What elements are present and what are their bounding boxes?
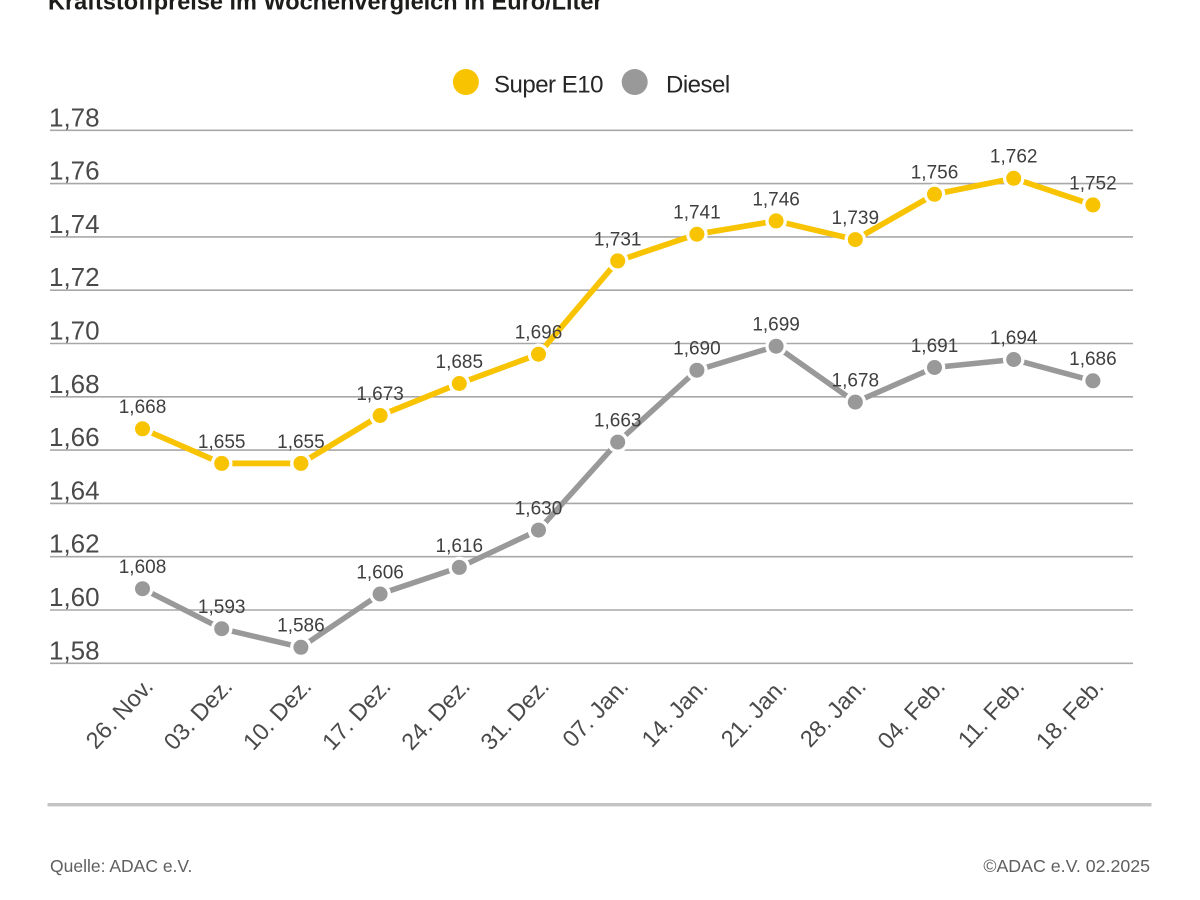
svg-text:28. Jan.: 28. Jan. [795, 673, 871, 752]
svg-text:1,655: 1,655 [277, 432, 325, 453]
svg-text:1,690: 1,690 [673, 339, 721, 360]
svg-text:1,616: 1,616 [436, 536, 484, 557]
svg-text:1,76: 1,76 [49, 156, 100, 186]
svg-text:26. Nov.: 26. Nov. [81, 673, 159, 753]
svg-text:31. Dez.: 31. Dez. [475, 673, 554, 755]
svg-text:1,746: 1,746 [752, 189, 800, 210]
svg-text:1,762: 1,762 [990, 147, 1038, 168]
svg-text:1,699: 1,699 [752, 315, 800, 336]
svg-text:1,685: 1,685 [436, 352, 484, 373]
svg-text:1,68: 1,68 [49, 369, 100, 399]
svg-text:1,58: 1,58 [49, 635, 100, 665]
svg-text:1,60: 1,60 [49, 582, 100, 612]
svg-text:1,655: 1,655 [198, 432, 246, 453]
svg-text:1,72: 1,72 [49, 262, 100, 292]
svg-text:21. Jan.: 21. Jan. [716, 673, 792, 752]
svg-text:1,668: 1,668 [119, 397, 167, 418]
svg-text:Super E10: Super E10 [494, 72, 603, 99]
svg-text:Quelle: ADAC e.V.: Quelle: ADAC e.V. [50, 856, 192, 876]
svg-text:11. Feb.: 11. Feb. [953, 673, 1030, 753]
svg-text:1,678: 1,678 [832, 371, 880, 392]
svg-text:10. Dez.: 10. Dez. [238, 673, 317, 755]
svg-text:1,593: 1,593 [198, 597, 246, 618]
svg-text:1,673: 1,673 [356, 384, 404, 405]
svg-text:1,686: 1,686 [1069, 349, 1117, 370]
svg-text:1,731: 1,731 [594, 229, 642, 250]
svg-text:1,62: 1,62 [49, 529, 100, 559]
svg-text:17. Dez.: 17. Dez. [317, 673, 396, 755]
svg-text:1,694: 1,694 [990, 328, 1038, 349]
svg-text:18. Feb.: 18. Feb. [1031, 673, 1109, 754]
svg-text:1,70: 1,70 [49, 316, 100, 346]
svg-text:1,74: 1,74 [49, 209, 100, 239]
svg-text:07. Jan.: 07. Jan. [557, 673, 633, 752]
svg-text:1,608: 1,608 [119, 557, 167, 578]
svg-text:1,64: 1,64 [49, 475, 100, 505]
svg-text:1,663: 1,663 [594, 411, 642, 432]
svg-text:1,78: 1,78 [49, 102, 100, 132]
svg-text:1,606: 1,606 [356, 562, 404, 583]
svg-text:Diesel: Diesel [666, 72, 730, 99]
svg-text:1,586: 1,586 [277, 616, 325, 637]
svg-text:14. Jan.: 14. Jan. [637, 673, 713, 752]
svg-text:1,630: 1,630 [515, 499, 563, 520]
svg-text:24. Dez.: 24. Dez. [396, 673, 475, 755]
svg-text:03. Dez.: 03. Dez. [159, 673, 238, 755]
svg-text:1,741: 1,741 [673, 203, 721, 224]
svg-text:1,66: 1,66 [49, 422, 100, 452]
svg-text:04. Feb.: 04. Feb. [872, 673, 950, 754]
svg-text:1,756: 1,756 [911, 163, 959, 184]
svg-text:Kraftstoffpreise im Wochenverg: Kraftstoffpreise im Wochenvergleich in E… [48, 0, 603, 15]
svg-text:1,696: 1,696 [515, 323, 563, 344]
svg-text:1,752: 1,752 [1069, 173, 1117, 194]
svg-text:©ADAC e.V. 02.2025: ©ADAC e.V. 02.2025 [983, 856, 1150, 876]
svg-text:1,739: 1,739 [832, 208, 880, 229]
svg-text:1,691: 1,691 [911, 336, 959, 357]
